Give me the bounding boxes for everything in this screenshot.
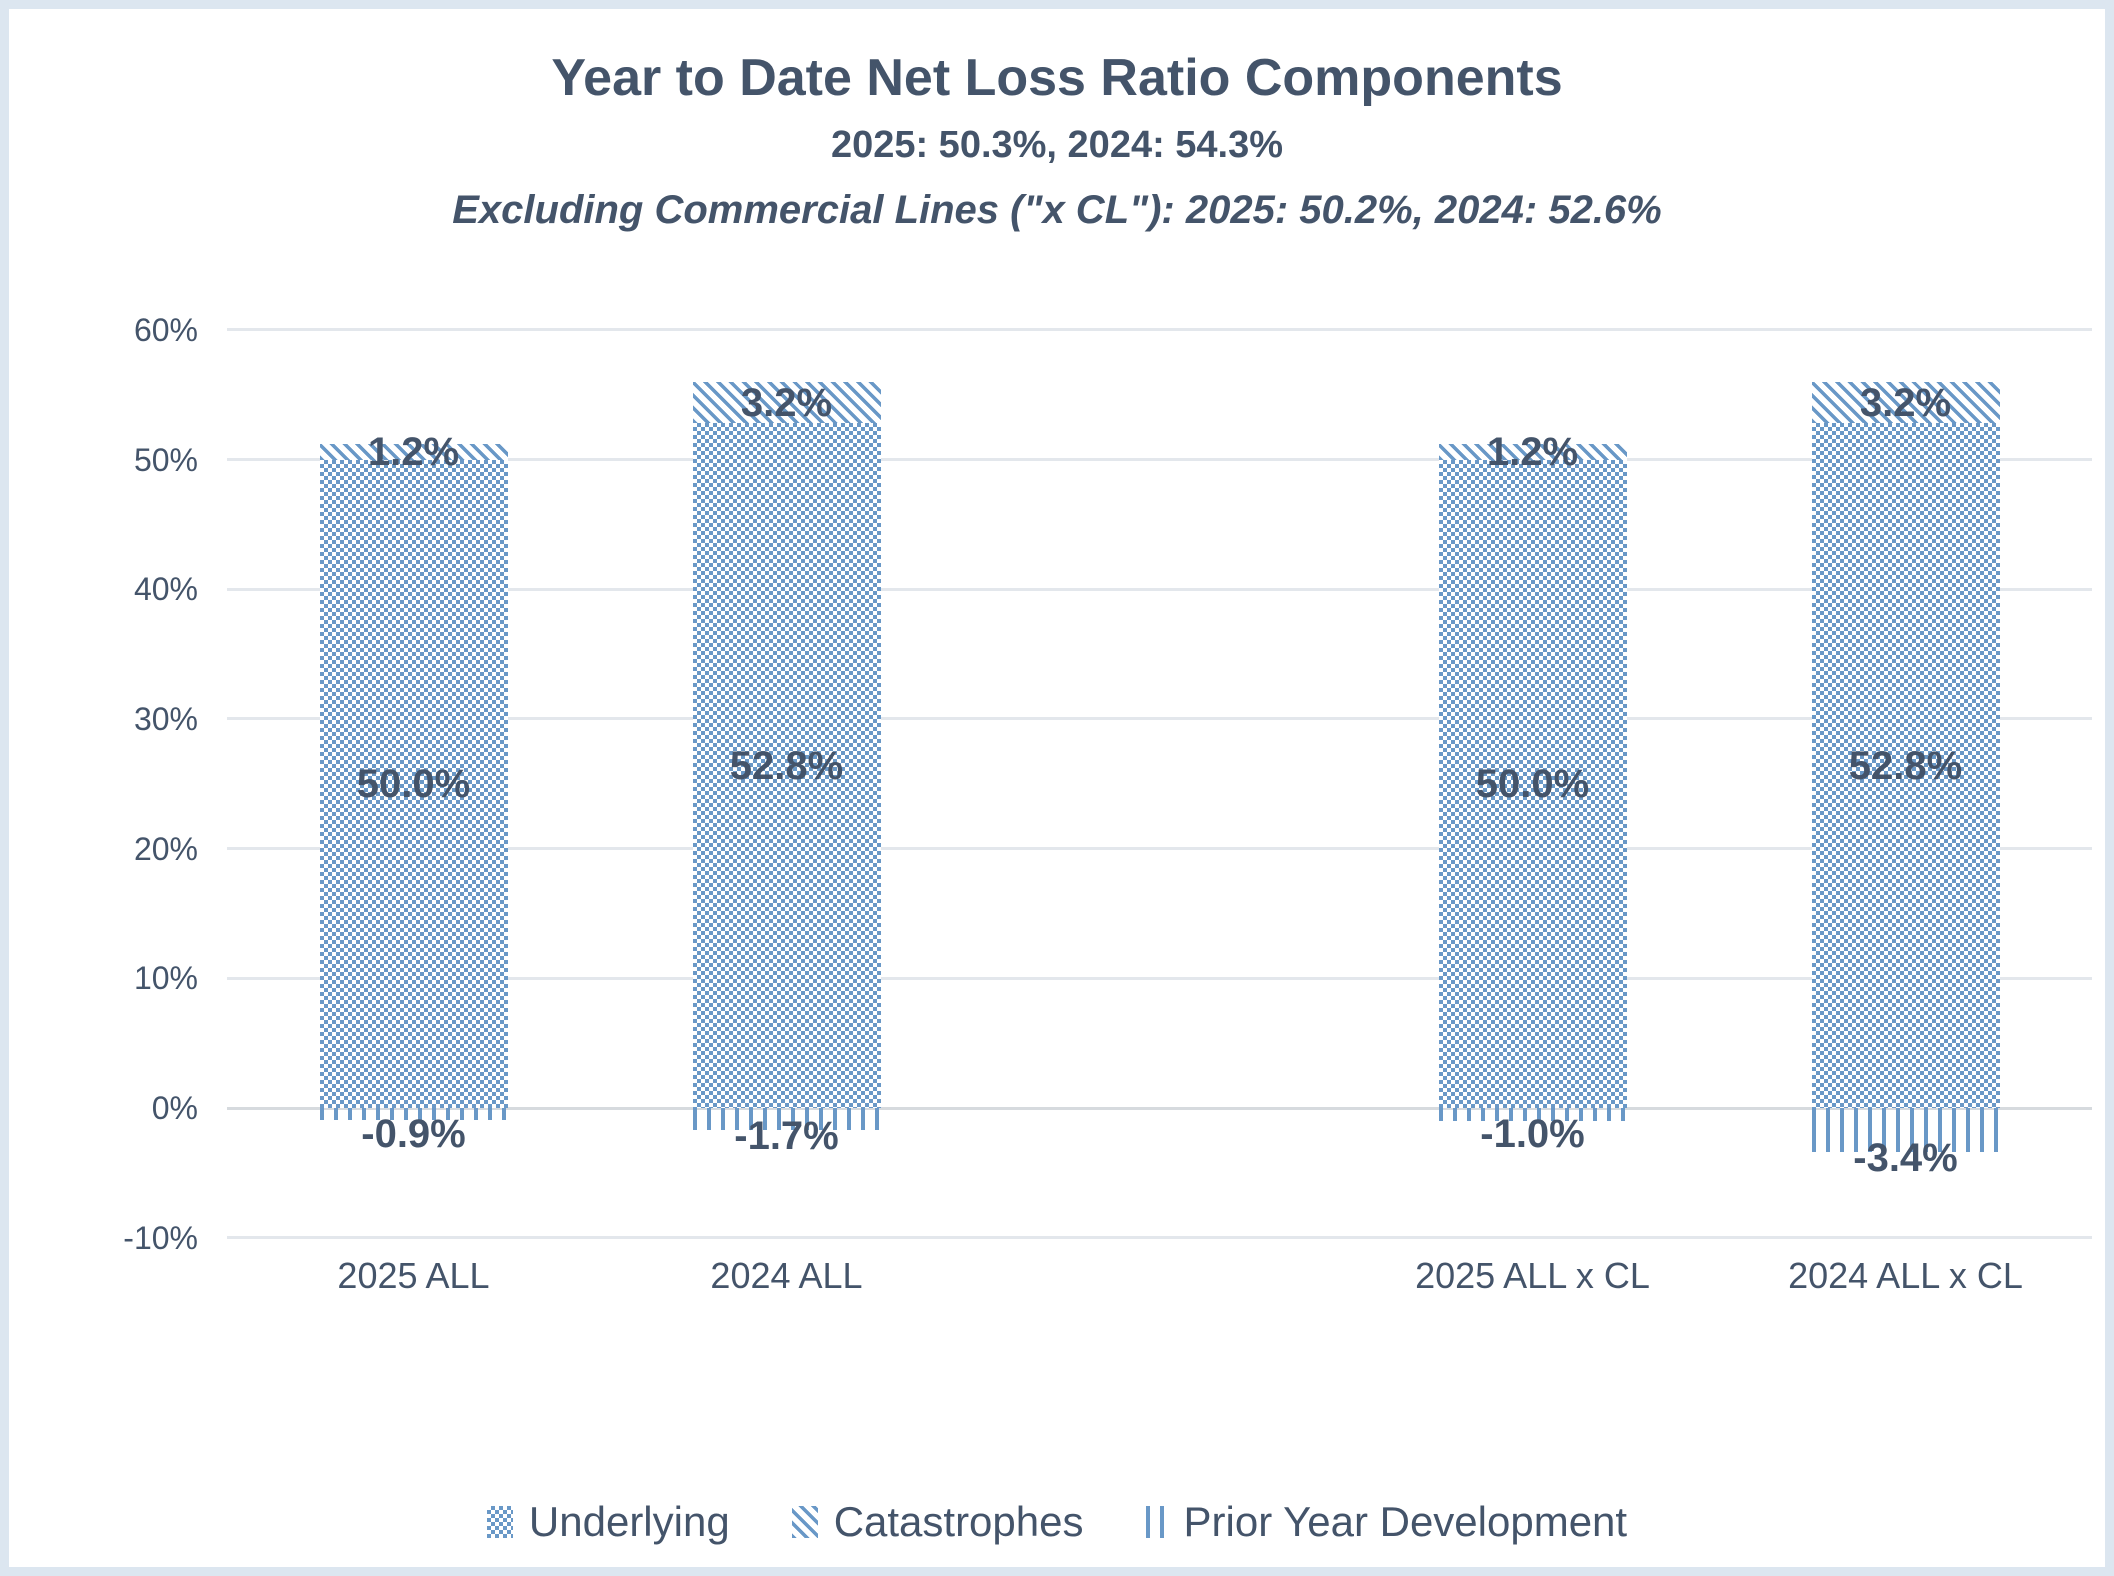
bar-segment-catastrophes-2025-all xyxy=(319,444,508,460)
y-gridline xyxy=(227,717,2092,721)
data-label-underlying-2025-all: 50.0% xyxy=(356,761,471,806)
y-gridline xyxy=(227,1236,2092,1240)
data-label-prior-year-development-2024-all-x-cl: -3.4% xyxy=(1853,1136,1958,1181)
data-label-prior-year-development-2024-all: -1.7% xyxy=(734,1114,839,1159)
y-gridline xyxy=(227,328,2092,332)
data-label-underlying-2024-all: 52.8% xyxy=(729,743,844,788)
data-label-catastrophes-2025-all: 1.2% xyxy=(367,429,460,474)
legend-label-catastrophes: Catastrophes xyxy=(833,1498,1084,1545)
data-label-catastrophes-2025-all-x-cl: 1.2% xyxy=(1486,429,1579,474)
legend-item-prior-year-development: Prior Year Development xyxy=(1145,1498,1628,1546)
legend-item-catastrophes: Catastrophes xyxy=(791,1498,1084,1546)
checker-pattern-swatch-icon xyxy=(486,1506,513,1538)
page-title: Year to Date Net Loss Ratio Components xyxy=(551,49,1563,107)
legend: Underlying Catastrophes Prior Year Devel… xyxy=(0,1487,2114,1557)
legend-item-underlying: Underlying xyxy=(486,1498,730,1546)
chart-subtitle-excluding-cl: Excluding Commercial Lines ("x CL"): 202… xyxy=(452,188,1662,232)
data-label-catastrophes-2024-all-x-cl: 3.2% xyxy=(1859,380,1952,425)
y-tick-label: 0% xyxy=(151,1090,198,1126)
vertical-lines-pattern-swatch-icon xyxy=(1145,1506,1168,1538)
x-tick-label: 2025 ALL x CL xyxy=(1415,1255,1650,1296)
y-tick-label: 60% xyxy=(133,311,198,348)
bar-segment-underlying-2025-all-x-cl xyxy=(1438,459,1627,1108)
y-gridline xyxy=(227,1106,2092,1110)
x-tick-label: 2024 ALL xyxy=(710,1255,863,1296)
y-tick-label: -10% xyxy=(123,1219,198,1256)
data-label-prior-year-development-2025-all-x-cl: -1.0% xyxy=(1480,1112,1585,1156)
y-gridline xyxy=(227,976,2092,980)
data-label-underlying-2024-all-x-cl: 52.8% xyxy=(1848,743,1963,788)
x-tick-label: 2024 ALL x CL xyxy=(1788,1255,2023,1296)
bar-segment-prior-year-development-2025-all xyxy=(319,1108,508,1120)
bar-segment-prior-year-development-2024-all-x-cl xyxy=(1811,1108,2000,1153)
y-gridline xyxy=(227,458,2092,462)
bar-segment-underlying-2024-all-x-cl xyxy=(1811,423,2000,1108)
bar-segment-underlying-2025-all xyxy=(319,459,508,1108)
bar-segment-catastrophes-2024-all xyxy=(692,381,881,424)
diagonal-hatch-pattern-swatch-icon xyxy=(791,1506,818,1538)
x-tick-label: 2025 ALL xyxy=(337,1255,490,1296)
data-label-catastrophes-2024-all: 3.2% xyxy=(740,380,833,425)
legend-label-underlying: Underlying xyxy=(528,1498,730,1545)
y-tick-label: 30% xyxy=(133,700,198,737)
y-tick-label: 40% xyxy=(133,571,198,608)
y-tick-label: 10% xyxy=(133,960,198,997)
data-label-prior-year-development-2025-all: -0.9% xyxy=(361,1112,466,1156)
chart-subtitle: 2025: 50.3%, 2024: 54.3% xyxy=(830,124,1284,166)
bar-segment-catastrophes-2025-all-x-cl xyxy=(1438,444,1627,460)
y-tick-label: 50% xyxy=(133,441,198,478)
y-gridline xyxy=(227,587,2092,591)
bar-segment-prior-year-development-2024-all xyxy=(692,1108,881,1131)
bar-segment-catastrophes-2024-all-x-cl xyxy=(1811,381,2000,424)
y-gridline xyxy=(227,847,2092,851)
bar-segment-underlying-2024-all xyxy=(692,423,881,1108)
data-label-underlying-2025-all-x-cl: 50.0% xyxy=(1475,761,1590,806)
y-tick-label: 20% xyxy=(133,830,198,867)
bar-segment-prior-year-development-2025-all-x-cl xyxy=(1438,1108,1627,1121)
legend-label-prior-year-development: Prior Year Development xyxy=(1183,1498,1628,1545)
